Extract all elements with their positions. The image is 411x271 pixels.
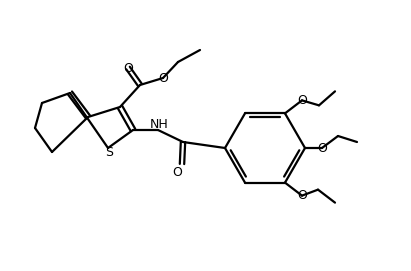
Text: NH: NH bbox=[150, 118, 169, 131]
Text: O: O bbox=[297, 189, 307, 202]
Text: O: O bbox=[297, 94, 307, 107]
Text: O: O bbox=[123, 62, 133, 75]
Text: O: O bbox=[172, 166, 182, 179]
Text: O: O bbox=[158, 72, 168, 85]
Text: S: S bbox=[105, 146, 113, 159]
Text: O: O bbox=[317, 141, 327, 154]
